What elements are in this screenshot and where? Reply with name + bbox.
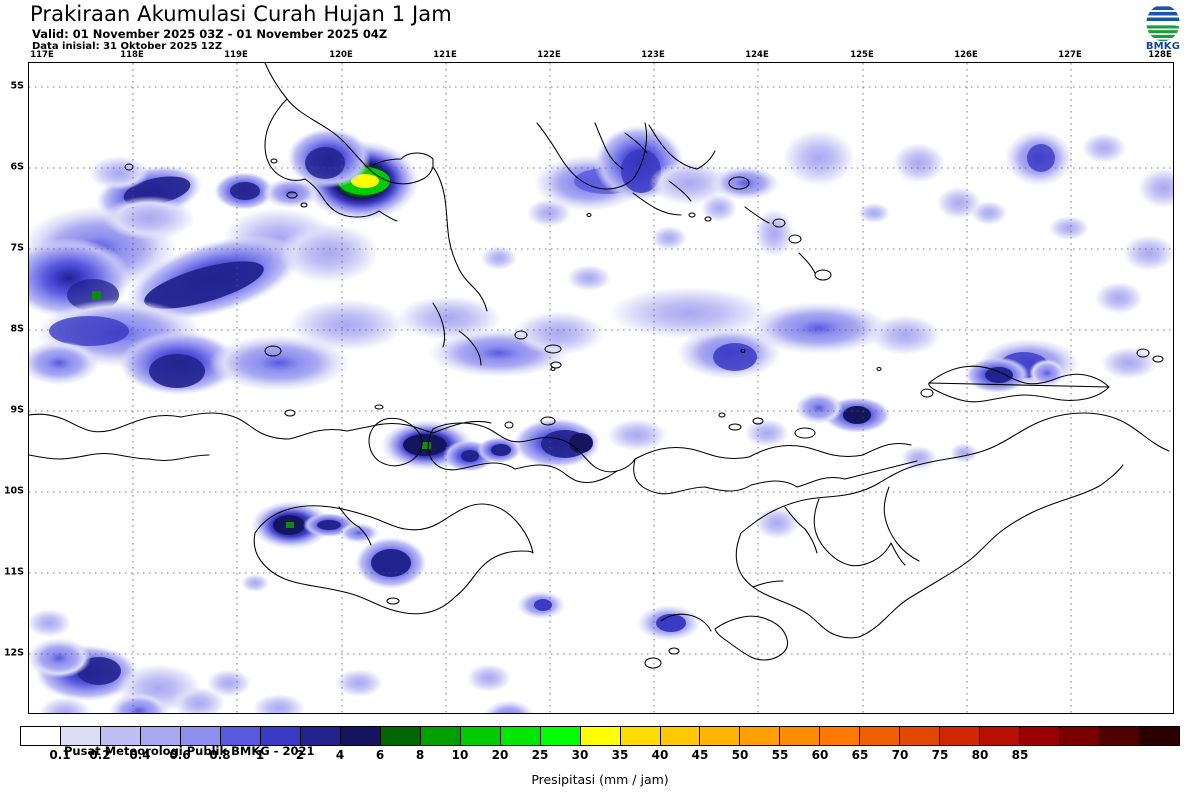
colorbar-cell-3 [140,727,181,745]
colorbar-cell-10 [420,727,461,745]
lat-tick-6s: 6S [10,161,24,173]
lon-tick-120e: 120E [329,50,353,60]
colorbar-cell-16 [660,727,701,745]
colorbar-cell-26 [1060,727,1101,745]
precipitation-field [29,125,1173,713]
colorbar-tick-50: 50 [731,748,749,762]
colorbar-ticks: 0.1 0.2 0.4 0.6 0.8 1 2 4 6 8 10 20 25 30 35 40 45 50 55 60… [20,748,1180,764]
colorbar-cell-21 [860,727,901,745]
colorbar-cell-20 [820,727,861,745]
colorbar-tick-4: 4 [335,748,345,762]
colorbar-tick-35: 35 [611,748,629,762]
colorbar-cell-24 [980,727,1021,745]
lat-tick-10s: 10S [3,485,24,497]
colorbar-cell-28 [1140,727,1180,745]
colorbar-cell-27 [1100,727,1141,745]
colorbar-cell-14 [580,727,621,745]
valid-period-label: Valid: 01 November 2025 03Z - 01 Novembe… [32,27,388,41]
header: Prakiraan Akumulasi Curah Hujan 1 Jam Va… [0,0,1200,56]
colorbar-tick-75: 75 [931,748,949,762]
lat-tick-7s: 7S [10,242,24,254]
lon-tick-124e: 124E [745,50,769,60]
lon-tick-121e: 121E [433,50,457,60]
colorbar-tick-0.4: 0.4 [129,748,151,762]
colorbar-cell-25 [1020,727,1061,745]
lat-tick-8s: 8S [10,323,24,335]
lon-tick-123e: 123E [641,50,665,60]
colorbar-cell-6 [260,727,301,745]
map-container: 117E 118E 119E 120E 121E 122E 123E 124E … [4,50,1174,758]
colorbar-tick-0.6: 0.6 [169,748,191,762]
colorbar-cell-1 [60,727,101,745]
colorbar-tick-8: 8 [415,748,425,762]
colorbar-tick-25: 25 [531,748,549,762]
bmkg-logo: BMKG [1140,4,1186,54]
colorbar-cell-23 [940,727,981,745]
lat-tick-9s: 9S [10,404,24,416]
initial-data-label: Data inisial: 31 Oktober 2025 12Z [32,41,223,52]
colorbar-cell-4 [180,727,221,745]
colorbar-tick-45: 45 [691,748,709,762]
bmkg-logo-icon [1146,4,1180,42]
lat-tick-5s: 5S [10,80,24,92]
colorbar-tick-0.8: 0.8 [209,748,231,762]
colorbar-strip [20,726,1180,746]
colorbar-cell-0 [21,727,61,745]
colorbar-title: Presipitasi (mm / jam) [531,772,669,787]
publisher-label: Pusat Meteorologi Publik BMKG - 2021 [64,744,315,758]
coastlines [29,63,1170,669]
colorbar-tick-10: 10 [451,748,469,762]
map-graticule [29,63,1173,713]
colorbar-cell-8 [340,727,381,745]
colorbar-cell-17 [700,727,741,745]
lat-tick-12s: 12S [3,647,24,659]
colorbar-cell-13 [540,727,581,745]
colorbar-tick-6: 6 [375,748,385,762]
colorbar-tick-85: 85 [1011,748,1029,762]
colorbar-tick-70: 70 [891,748,909,762]
colorbar-tick-0.2: 0.2 [89,748,111,762]
colorbar-tick-0.1: 0.1 [49,748,71,762]
colorbar-cell-12 [500,727,541,745]
colorbar-tick-20: 20 [491,748,509,762]
lon-tick-122e: 122E [537,50,561,60]
lon-tick-125e: 125E [850,50,874,60]
colorbar-cell-11 [460,727,501,745]
colorbar-tick-60: 60 [811,748,829,762]
colorbar-tick-65: 65 [851,748,869,762]
colorbar-tick-80: 80 [971,748,989,762]
colorbar-cell-9 [380,727,421,745]
colorbar-cell-22 [900,727,941,745]
page-title: Prakiraan Akumulasi Curah Hujan 1 Jam [30,2,452,26]
colorbar-cell-19 [780,727,821,745]
colorbar-cell-2 [100,727,141,745]
lon-tick-119e: 119E [224,50,248,60]
bmkg-logo-text: BMKG [1145,41,1181,52]
colorbar-tick-1: 1 [255,748,265,762]
colorbar-tick-2: 2 [295,748,305,762]
colorbar-cell-5 [220,727,261,745]
colorbar [20,726,1180,746]
lon-tick-127e: 127E [1058,50,1082,60]
lon-tick-128e: 128E [1148,50,1172,60]
colorbar-tick-55: 55 [771,748,789,762]
precipitation-map [29,63,1173,713]
lon-tick-126e: 126E [954,50,978,60]
colorbar-tick-30: 30 [571,748,589,762]
lon-tick-118e: 118E [120,50,144,60]
lon-tick-117e: 117E [30,50,54,60]
map-frame [28,62,1174,714]
colorbar-cell-18 [740,727,781,745]
colorbar-cell-7 [300,727,341,745]
colorbar-cell-15 [620,727,661,745]
lat-tick-11s: 11S [3,566,24,578]
colorbar-tick-40: 40 [651,748,669,762]
